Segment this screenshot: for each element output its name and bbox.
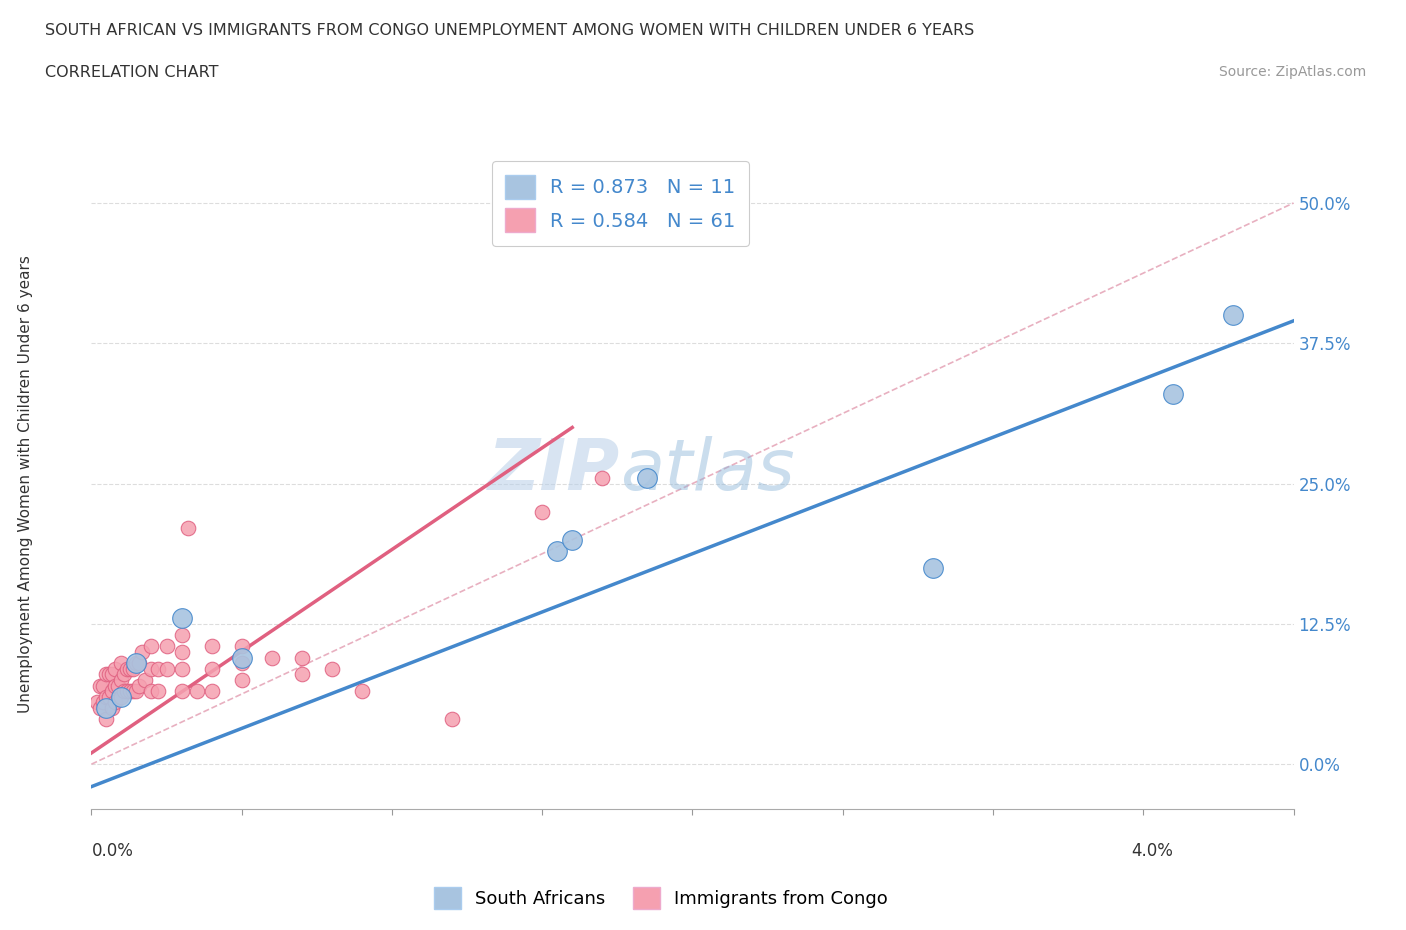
Point	[114, 684, 136, 698]
Point	[1222, 308, 1244, 323]
Point	[120, 684, 142, 698]
Point	[170, 611, 193, 626]
Legend: R = 0.873   N = 11, R = 0.584   N = 61: R = 0.873 N = 11, R = 0.584 N = 61	[492, 161, 749, 246]
Point	[350, 684, 373, 698]
Point	[531, 504, 554, 519]
Point	[104, 695, 127, 710]
Point	[291, 650, 314, 665]
Point	[170, 628, 193, 643]
Legend: South Africans, Immigrants from Congo: South Africans, Immigrants from Congo	[426, 880, 896, 916]
Point	[170, 644, 193, 659]
Text: Unemployment Among Women with Children Under 6 years: Unemployment Among Women with Children U…	[18, 255, 32, 712]
Point	[125, 656, 148, 671]
Text: 4.0%: 4.0%	[1132, 842, 1173, 859]
Point	[146, 661, 169, 676]
Point	[117, 661, 139, 676]
Point	[170, 684, 193, 698]
Point	[93, 678, 115, 693]
Point	[231, 656, 253, 671]
Point	[98, 689, 121, 704]
Point	[155, 639, 177, 654]
Point	[291, 667, 314, 682]
Point	[122, 661, 145, 676]
Point	[93, 695, 115, 710]
Point	[101, 700, 124, 715]
Point	[922, 561, 945, 576]
Point	[231, 639, 253, 654]
Point	[101, 667, 124, 682]
Text: ZIP: ZIP	[488, 436, 620, 505]
Point	[440, 711, 463, 726]
Point	[561, 532, 583, 547]
Point	[86, 695, 108, 710]
Point	[591, 471, 613, 485]
Point	[96, 711, 118, 726]
Point	[231, 650, 253, 665]
Point	[146, 684, 169, 698]
Point	[104, 678, 127, 693]
Point	[89, 678, 111, 693]
Point	[170, 661, 193, 676]
Point	[201, 639, 224, 654]
Text: Source: ZipAtlas.com: Source: ZipAtlas.com	[1219, 65, 1367, 79]
Point	[101, 684, 124, 698]
Point	[107, 678, 129, 693]
Point	[155, 661, 177, 676]
Point	[110, 689, 132, 704]
Point	[122, 684, 145, 698]
Point	[125, 656, 148, 671]
Text: atlas: atlas	[620, 436, 794, 505]
Point	[96, 689, 118, 704]
Point	[89, 700, 111, 715]
Point	[96, 667, 118, 682]
Point	[110, 689, 132, 704]
Point	[104, 661, 127, 676]
Point	[128, 678, 150, 693]
Point	[128, 656, 150, 671]
Point	[117, 684, 139, 698]
Point	[134, 672, 156, 687]
Text: 0.0%: 0.0%	[91, 842, 134, 859]
Point	[186, 684, 208, 698]
Point	[231, 672, 253, 687]
Point	[201, 684, 224, 698]
Text: CORRELATION CHART: CORRELATION CHART	[45, 65, 218, 80]
Point	[260, 650, 283, 665]
Point	[98, 667, 121, 682]
Point	[120, 661, 142, 676]
Point	[110, 656, 132, 671]
Point	[141, 684, 163, 698]
Point	[636, 471, 658, 485]
Point	[546, 543, 568, 558]
Point	[141, 639, 163, 654]
Point	[176, 521, 198, 536]
Point	[131, 644, 153, 659]
Point	[321, 661, 343, 676]
Point	[201, 661, 224, 676]
Point	[114, 667, 136, 682]
Point	[110, 672, 132, 687]
Text: SOUTH AFRICAN VS IMMIGRANTS FROM CONGO UNEMPLOYMENT AMONG WOMEN WITH CHILDREN UN: SOUTH AFRICAN VS IMMIGRANTS FROM CONGO U…	[45, 23, 974, 38]
Point	[125, 684, 148, 698]
Point	[1161, 386, 1184, 401]
Point	[141, 661, 163, 676]
Point	[96, 700, 118, 715]
